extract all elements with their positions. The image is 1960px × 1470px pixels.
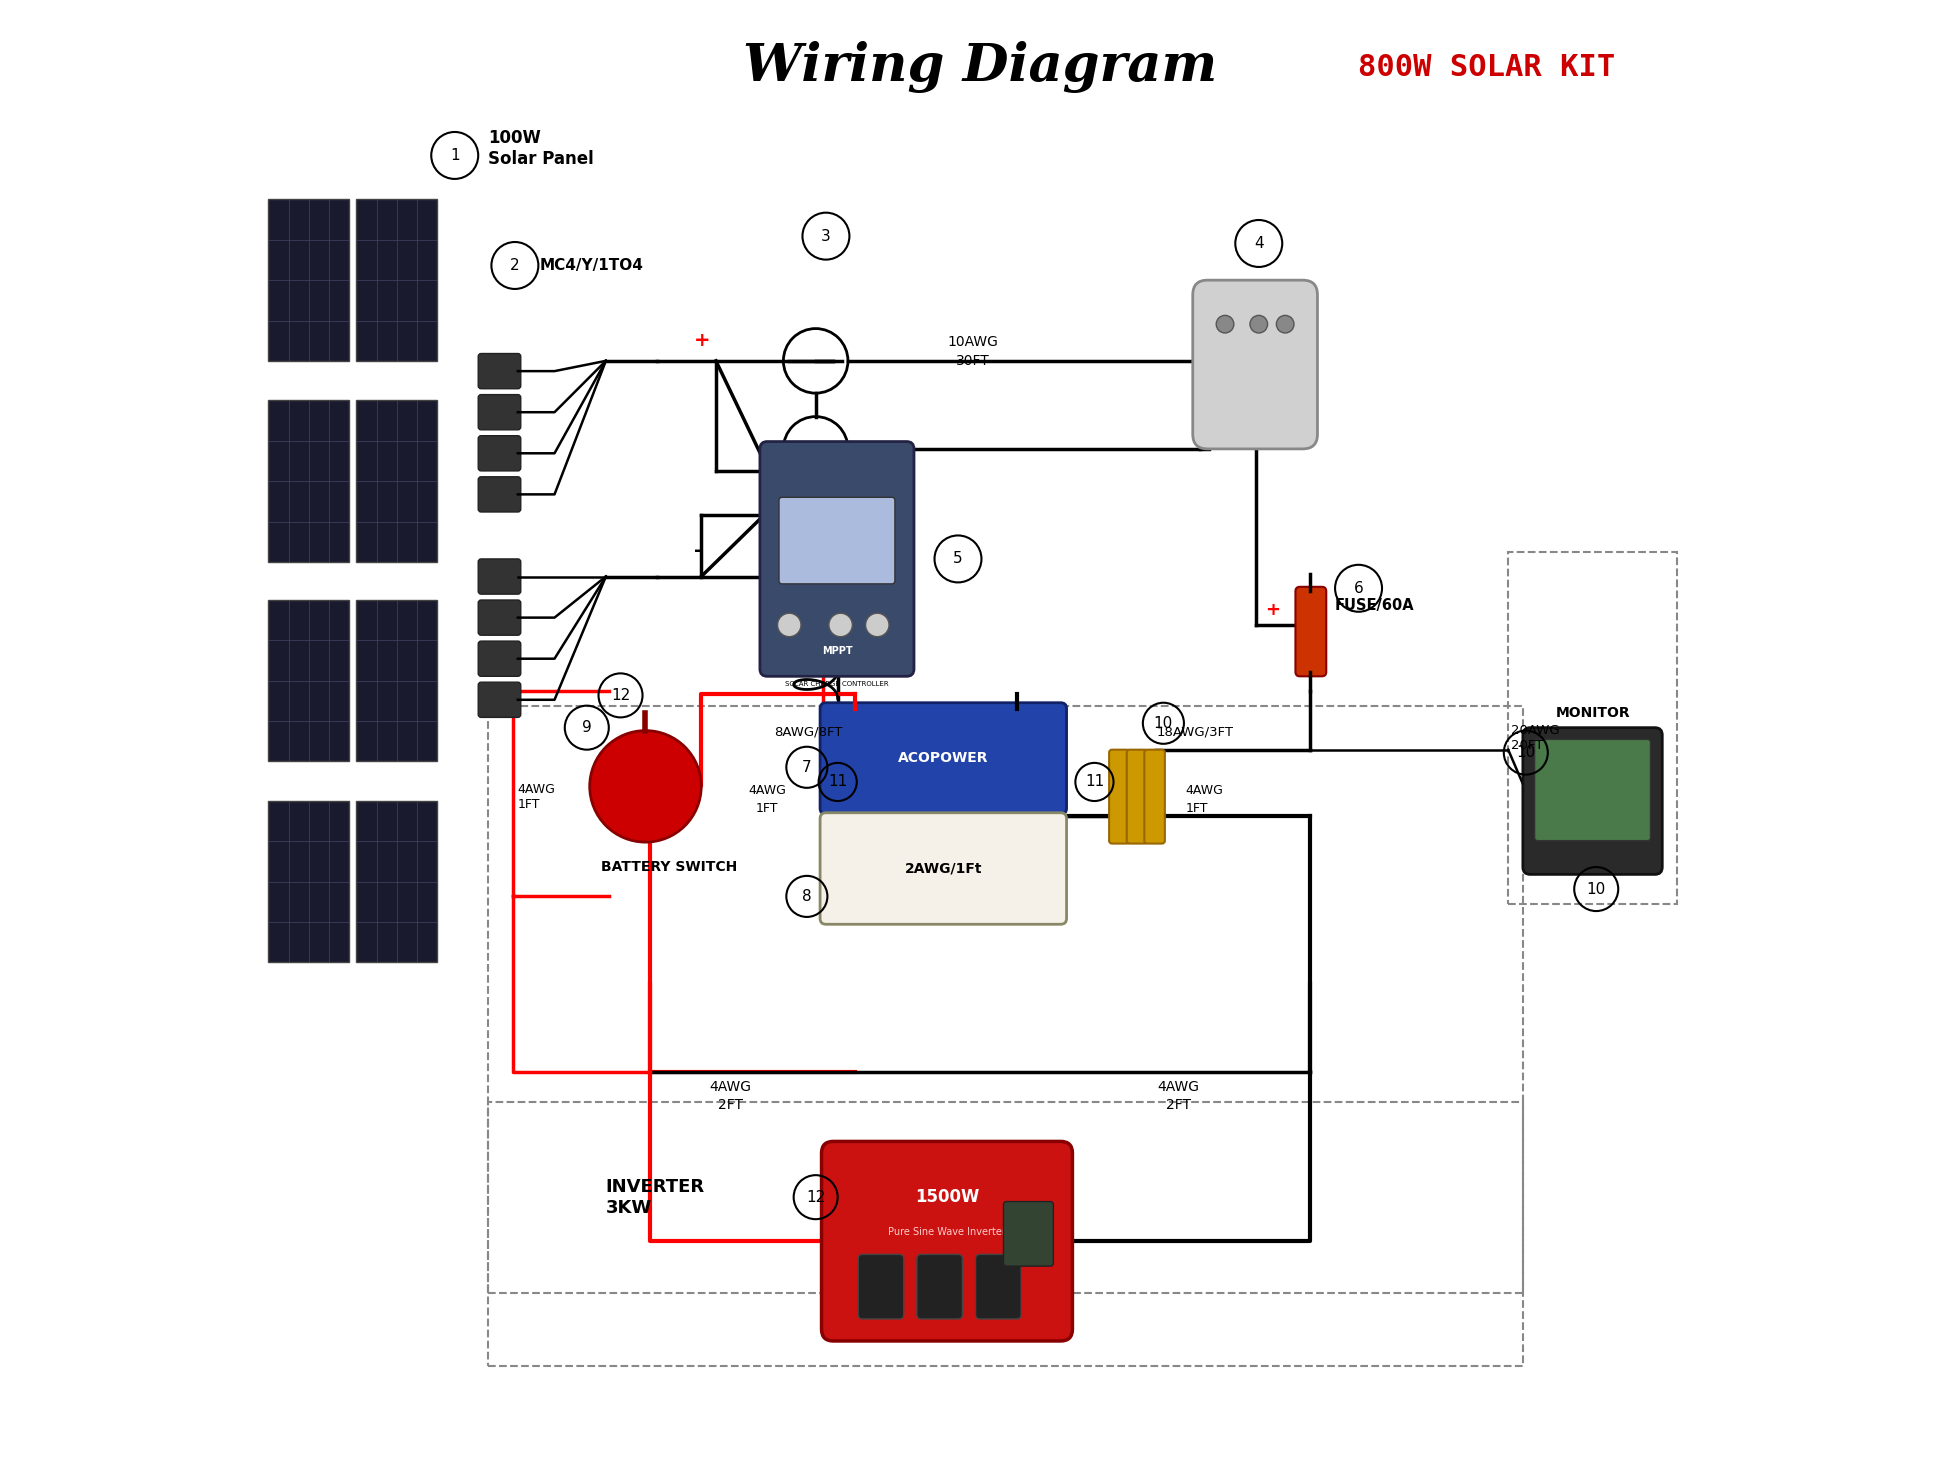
FancyBboxPatch shape (1523, 728, 1662, 875)
Circle shape (829, 613, 853, 637)
FancyBboxPatch shape (1194, 281, 1317, 448)
Text: 4: 4 (1254, 237, 1264, 251)
Text: 8AWG/8FT: 8AWG/8FT (774, 726, 843, 738)
FancyBboxPatch shape (1296, 587, 1327, 676)
FancyBboxPatch shape (357, 200, 437, 360)
FancyBboxPatch shape (478, 353, 521, 388)
Text: 12: 12 (612, 688, 631, 703)
Text: INVERTER
3KW: INVERTER 3KW (606, 1177, 706, 1217)
Circle shape (590, 731, 702, 842)
FancyBboxPatch shape (1535, 739, 1650, 841)
FancyBboxPatch shape (478, 641, 521, 676)
Text: 2FT: 2FT (1166, 1098, 1190, 1111)
Circle shape (866, 613, 890, 637)
Text: 11: 11 (1084, 775, 1103, 789)
Circle shape (1217, 316, 1235, 334)
FancyBboxPatch shape (1127, 750, 1147, 844)
Text: -: - (694, 541, 702, 560)
FancyBboxPatch shape (478, 682, 521, 717)
FancyBboxPatch shape (269, 600, 349, 761)
Text: 1FT: 1FT (757, 801, 778, 814)
Text: 1500W: 1500W (915, 1188, 980, 1207)
FancyBboxPatch shape (1145, 750, 1164, 844)
FancyBboxPatch shape (778, 497, 896, 584)
Text: MPPT: MPPT (821, 647, 853, 657)
FancyBboxPatch shape (1109, 750, 1129, 844)
Text: 800W SOLAR KIT: 800W SOLAR KIT (1358, 53, 1615, 82)
Text: 7: 7 (802, 760, 811, 775)
Text: 2: 2 (510, 259, 519, 273)
Text: MONITOR: MONITOR (1554, 706, 1631, 720)
Text: MC4/Y/1TO4: MC4/Y/1TO4 (539, 259, 643, 273)
FancyBboxPatch shape (819, 813, 1066, 925)
FancyBboxPatch shape (976, 1254, 1021, 1319)
Text: 9: 9 (582, 720, 592, 735)
Text: +: + (1264, 601, 1280, 619)
FancyBboxPatch shape (357, 801, 437, 963)
Text: 2AWG/1Ft: 2AWG/1Ft (906, 861, 982, 876)
Text: 11: 11 (827, 775, 847, 789)
Text: 100W
Solar Panel: 100W Solar Panel (488, 129, 594, 168)
Circle shape (778, 613, 802, 637)
Text: 4AWG: 4AWG (1186, 785, 1223, 797)
Text: 30FT: 30FT (956, 354, 990, 368)
Text: 4AWG
1FT: 4AWG 1FT (517, 782, 557, 810)
FancyBboxPatch shape (478, 476, 521, 512)
FancyBboxPatch shape (819, 703, 1066, 814)
Text: 10: 10 (1586, 882, 1605, 897)
FancyBboxPatch shape (917, 1254, 962, 1319)
Text: Wiring Diagram: Wiring Diagram (743, 41, 1217, 94)
Text: 10AWG: 10AWG (947, 335, 998, 348)
FancyBboxPatch shape (269, 400, 349, 562)
Circle shape (1276, 316, 1294, 334)
Text: 6: 6 (1354, 581, 1364, 595)
Text: Pure Sine Wave Inverter: Pure Sine Wave Inverter (888, 1227, 1005, 1238)
Text: 10: 10 (1154, 716, 1172, 731)
Text: SOLAR CHARGE CONTROLLER: SOLAR CHARGE CONTROLLER (786, 681, 888, 686)
Text: BATTERY SWITCH: BATTERY SWITCH (602, 860, 737, 875)
Text: 10: 10 (1517, 745, 1535, 760)
FancyBboxPatch shape (478, 394, 521, 429)
Text: 3: 3 (821, 229, 831, 244)
FancyBboxPatch shape (357, 400, 437, 562)
FancyBboxPatch shape (357, 600, 437, 761)
Text: 1: 1 (451, 148, 459, 163)
Text: 18AWG/3FT: 18AWG/3FT (1156, 726, 1233, 738)
FancyBboxPatch shape (478, 435, 521, 470)
Text: 4AWG: 4AWG (710, 1080, 751, 1094)
FancyBboxPatch shape (858, 1254, 904, 1319)
Text: 12: 12 (806, 1189, 825, 1205)
Text: 2FT: 2FT (717, 1098, 743, 1111)
FancyBboxPatch shape (1004, 1201, 1053, 1266)
Text: 4AWG: 4AWG (749, 785, 786, 797)
Text: 1FT: 1FT (1186, 801, 1207, 814)
FancyBboxPatch shape (269, 200, 349, 360)
Text: FUSE/60A: FUSE/60A (1335, 598, 1415, 613)
Text: +: + (694, 331, 710, 350)
Circle shape (1250, 316, 1268, 334)
Text: 20AWG
20FT: 20AWG 20FT (1511, 723, 1560, 753)
Text: 5: 5 (953, 551, 962, 566)
Text: 4AWG: 4AWG (1156, 1080, 1200, 1094)
FancyBboxPatch shape (760, 441, 913, 676)
Text: 8: 8 (802, 889, 811, 904)
FancyBboxPatch shape (821, 1141, 1072, 1341)
FancyBboxPatch shape (478, 600, 521, 635)
FancyBboxPatch shape (478, 559, 521, 594)
FancyBboxPatch shape (269, 801, 349, 963)
Text: ACOPOWER: ACOPOWER (898, 751, 988, 766)
